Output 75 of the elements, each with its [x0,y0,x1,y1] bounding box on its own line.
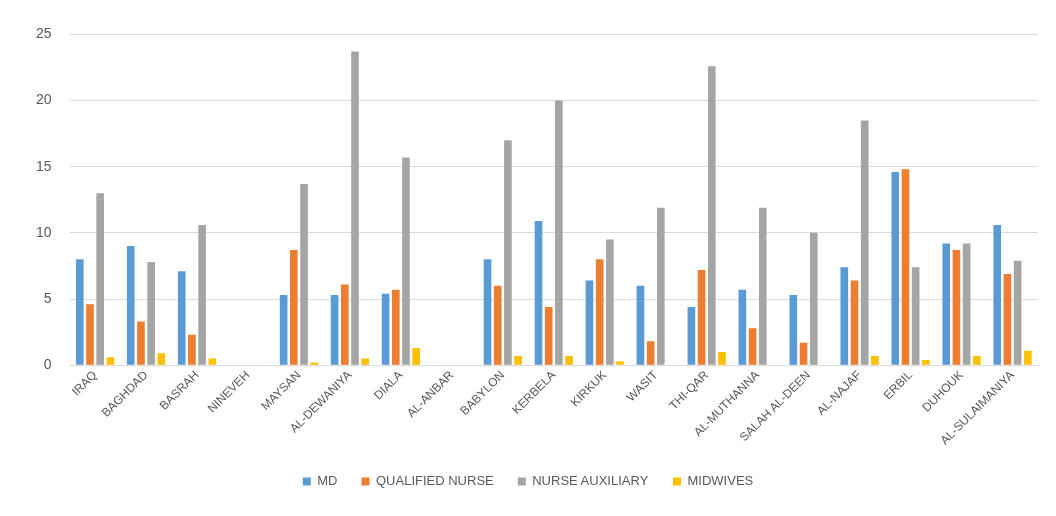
bar [687,306,696,365]
bar [585,280,594,365]
bar [922,359,930,365]
legend-label: NURSE AUXILIARY [532,473,649,489]
bar [606,239,614,365]
bar [310,362,319,365]
bar [402,157,410,365]
bar [381,293,390,365]
legend-label: QUALIFIED NURSE [375,473,495,489]
bar [340,284,349,365]
bar [279,295,288,365]
bar [973,355,981,365]
bar [1003,273,1012,365]
bar [850,280,859,365]
bar [809,232,818,365]
bar [157,353,166,365]
bar [412,347,420,365]
bar [697,269,706,365]
bar [86,304,94,365]
bar [616,361,624,365]
bar [330,295,339,365]
bar [126,246,135,365]
bar [758,207,767,365]
bar [942,243,951,365]
bar [208,358,217,365]
legend-label: MD [317,473,338,489]
bar [544,306,553,365]
legend-label: MIDWIVES [687,473,754,489]
bar [657,207,665,365]
bar [361,358,370,365]
bar [707,66,716,365]
bar [493,285,502,365]
bar [96,193,104,365]
bar [799,342,808,365]
bar [514,355,522,365]
bar [860,120,869,365]
bar [147,261,155,365]
y-tick-label: 0 [43,356,52,373]
bar [534,220,543,365]
bar [137,321,145,365]
y-tick-label: 10 [35,223,52,240]
bar [504,140,512,365]
y-tick-label: 25 [35,25,52,42]
bar [595,259,604,365]
bar [646,341,655,365]
bar [391,289,400,365]
bar [952,250,961,365]
bar [901,169,910,365]
y-tick-label: 5 [43,289,52,306]
bar [789,295,798,365]
bar [636,285,645,365]
bar [748,328,757,365]
bar [891,172,900,365]
bar [962,243,971,365]
y-tick-label: 20 [35,91,52,108]
bar [565,355,573,365]
bar [198,224,206,365]
bar [993,224,1002,365]
bar [738,289,747,365]
bar [75,259,84,365]
bar [290,250,298,365]
bar [718,351,726,365]
bar [483,259,492,365]
y-tick-label: 15 [35,157,52,174]
bar [106,357,115,365]
bar [351,51,359,365]
bar [300,183,308,365]
bar [1013,260,1022,365]
bar [1023,350,1032,365]
bar [911,267,920,365]
bar [555,100,563,365]
bar [177,271,186,365]
bar [188,334,196,365]
bar [840,267,849,365]
bar [871,355,879,365]
